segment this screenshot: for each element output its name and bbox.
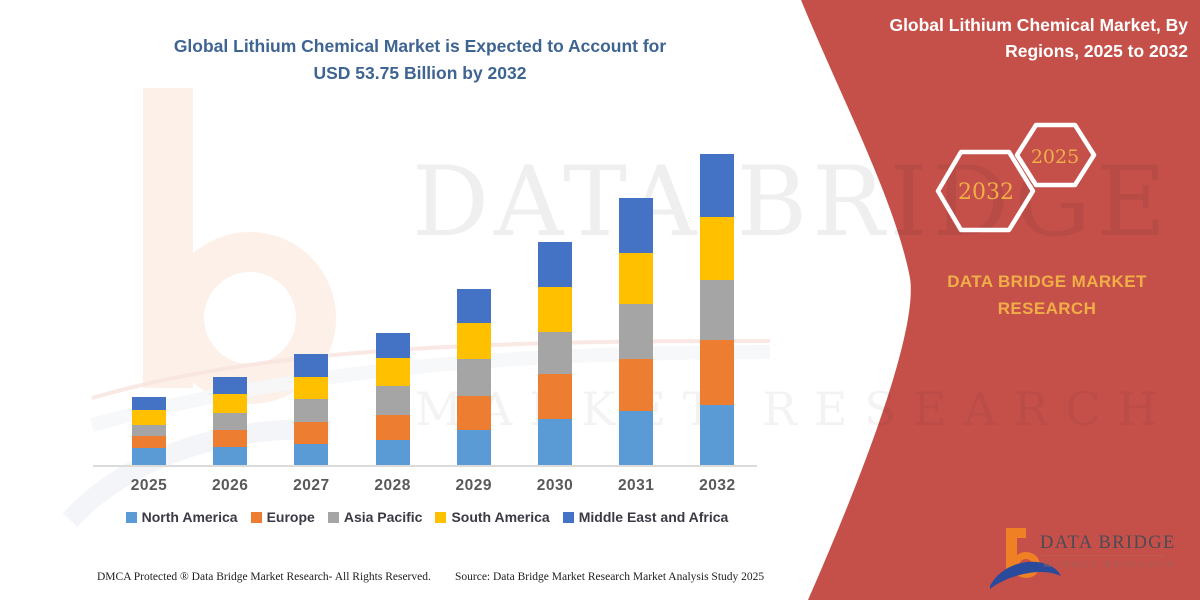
legend-label: North America <box>141 509 238 525</box>
bar-segment-2031-asia-pacific <box>619 304 654 359</box>
panel-brand-text: DATA BRIDGE MARKET RESEARCH <box>947 272 1147 318</box>
bar-segment-2029-south-america <box>456 322 491 360</box>
legend-swatch-icon <box>125 511 137 523</box>
legend-swatch-icon <box>250 511 262 523</box>
bar-segment-2025-europe <box>132 436 166 448</box>
bar-2031 <box>619 198 654 465</box>
bar-segment-2026-north-america <box>213 447 248 465</box>
footer-source-text: Source: Data Bridge Market Research Mark… <box>455 571 765 583</box>
bar-2025 <box>132 397 166 465</box>
bar-segment-2030-south-america <box>538 286 572 333</box>
legend-label: Asia Pacific <box>343 509 423 525</box>
bar-segment-2026-middle-east-and-africa <box>213 377 248 394</box>
bar-2026 <box>213 377 248 465</box>
legend-label: South America <box>451 509 550 525</box>
legend-item-europe: Europe <box>250 509 315 525</box>
bar-segment-2025-south-america <box>132 410 166 426</box>
bar-2027 <box>294 354 329 465</box>
watermark-brand-line1: DATA BRIDGE <box>412 146 1172 258</box>
logo-wordmark: DATA BRIDGE <box>1040 533 1176 553</box>
footer-dmca-text: DMCA Protected ® Data Bridge Market Rese… <box>97 571 431 583</box>
x-axis-label-2032: 2032 <box>699 477 736 494</box>
bar-segment-2029-europe <box>456 395 491 431</box>
bar-segment-2032-north-america <box>700 404 735 465</box>
bar-segment-2026-europe <box>213 429 248 448</box>
bar-segment-2032-middle-east-and-africa <box>700 154 735 218</box>
legend-label: Middle East and Africa <box>578 509 729 525</box>
logo-tagline: MARKET RESEARCH <box>1043 559 1177 569</box>
bar-segment-2032-south-america <box>700 217 735 280</box>
bar-2028 <box>375 333 410 465</box>
legend: North America Europe Asia Pacific South Ame… <box>95 509 759 525</box>
legend-swatch-icon <box>562 511 574 523</box>
bar-segment-2030-europe <box>538 373 572 420</box>
panel-title: Global Lithium Chemical Market, By Regio… <box>889 15 1188 61</box>
bar-segment-2025-middle-east-and-africa <box>132 397 166 411</box>
bar-2032 <box>700 154 735 465</box>
bar-segment-2031-europe <box>619 358 654 411</box>
bar-segment-2029-asia-pacific <box>456 359 491 396</box>
bar-segment-2032-asia-pacific <box>700 279 735 340</box>
bar-segment-2026-south-america <box>213 393 248 414</box>
x-axis-label-2028: 2028 <box>374 477 411 494</box>
bar-segment-2027-north-america <box>294 444 329 465</box>
bar-segment-2028-north-america <box>375 440 410 465</box>
bar-segment-2031-middle-east-and-africa <box>619 198 654 254</box>
bar-2030 <box>538 241 572 465</box>
bar-segment-2027-south-america <box>294 376 329 400</box>
logo-divider <box>1042 555 1164 556</box>
bar-segment-2029-north-america <box>456 430 491 465</box>
bar-segment-2031-north-america <box>619 410 654 465</box>
x-axis-label-2031: 2031 <box>617 477 655 494</box>
x-axis-line <box>93 465 757 467</box>
bar-segment-2027-middle-east-and-africa <box>294 354 329 377</box>
x-axis-label-2030: 2030 <box>536 477 574 494</box>
bar-segment-2028-middle-east-and-africa <box>375 333 410 359</box>
bar-segment-2028-south-america <box>375 358 410 387</box>
bar-segment-2030-north-america <box>538 419 572 465</box>
x-axis-label-2027: 2027 <box>293 477 330 494</box>
bar-segment-2031-south-america <box>619 253 654 305</box>
bar-segment-2032-europe <box>700 339 735 405</box>
bar-segment-2030-asia-pacific <box>538 332 572 374</box>
bar-segment-2030-middle-east-and-africa <box>538 241 572 287</box>
legend-swatch-icon <box>435 511 447 523</box>
x-axis-label-2026: 2026 <box>211 477 249 494</box>
x-axis-label-2025: 2025 <box>130 477 168 494</box>
chart-title: Global Lithium Chemical Market is Expect… <box>173 36 667 83</box>
legend-item-north-america: North America <box>125 509 238 525</box>
legend-swatch-icon <box>327 511 339 523</box>
bar-segment-2028-europe <box>375 414 410 441</box>
legend-label: Europe <box>266 509 315 525</box>
bar-segment-2027-europe <box>294 422 329 445</box>
bar-2029 <box>456 288 491 465</box>
legend-item-asia-pacific: Asia Pacific <box>327 509 423 525</box>
bar-segment-2029-middle-east-and-africa <box>456 288 491 323</box>
bar-segment-2027-asia-pacific <box>294 399 329 423</box>
bar-segment-2025-asia-pacific <box>132 425 166 437</box>
watermark-brand-line2: MARKET RESEARCH <box>415 382 1175 436</box>
bar-segment-2026-asia-pacific <box>213 413 248 430</box>
legend-item-middle-east-and-africa: Middle East and Africa <box>562 509 729 525</box>
bar-segment-2025-north-america <box>132 447 166 465</box>
legend-item-south-america: South America <box>435 509 550 525</box>
bar-segment-2028-asia-pacific <box>375 386 410 415</box>
x-axis-label-2029: 2029 <box>455 477 493 494</box>
